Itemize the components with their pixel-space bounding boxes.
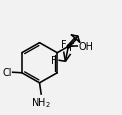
Text: OH: OH bbox=[79, 42, 94, 52]
Text: F: F bbox=[69, 42, 75, 52]
Text: NH$_2$: NH$_2$ bbox=[31, 96, 51, 109]
Text: F: F bbox=[51, 56, 57, 66]
Text: F: F bbox=[61, 39, 66, 49]
Text: Cl: Cl bbox=[2, 68, 12, 78]
